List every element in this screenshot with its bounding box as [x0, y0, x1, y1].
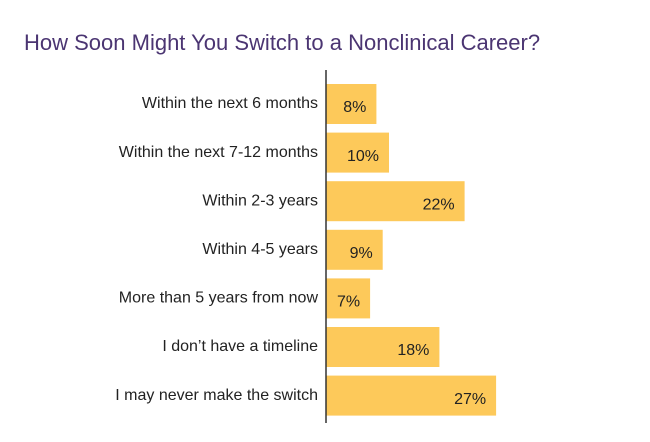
category-label: Within the next 7-12 months: [119, 144, 318, 161]
category-label: Within 4-5 years: [202, 241, 318, 258]
value-label: 10%: [347, 148, 379, 165]
category-label: I may never make the switch: [115, 387, 318, 404]
value-label: 22%: [423, 196, 455, 213]
category-label: Within 2-3 years: [202, 192, 318, 209]
bar: [326, 375, 497, 416]
value-label: 9%: [350, 245, 373, 262]
bar: [326, 84, 377, 124]
bar: [326, 132, 389, 173]
bar: [326, 229, 383, 270]
chart-title: How Soon Might You Switch to a Nonclinic…: [24, 30, 541, 55]
bars-layer: [326, 84, 497, 416]
bar: [326, 278, 371, 319]
category-label: I don’t have a timeline: [162, 338, 318, 355]
value-label: 7%: [337, 294, 360, 311]
category-label: More than 5 years from now: [119, 290, 319, 307]
value-label: 18%: [397, 342, 429, 359]
bar: [326, 181, 465, 222]
value-label: 8%: [343, 99, 366, 116]
bar: [326, 327, 440, 367]
labels-layer: Within the next 6 months 8% Within the nex…: [115, 95, 486, 408]
value-label: 27%: [454, 391, 486, 408]
category-label: Within the next 6 months: [142, 95, 318, 112]
